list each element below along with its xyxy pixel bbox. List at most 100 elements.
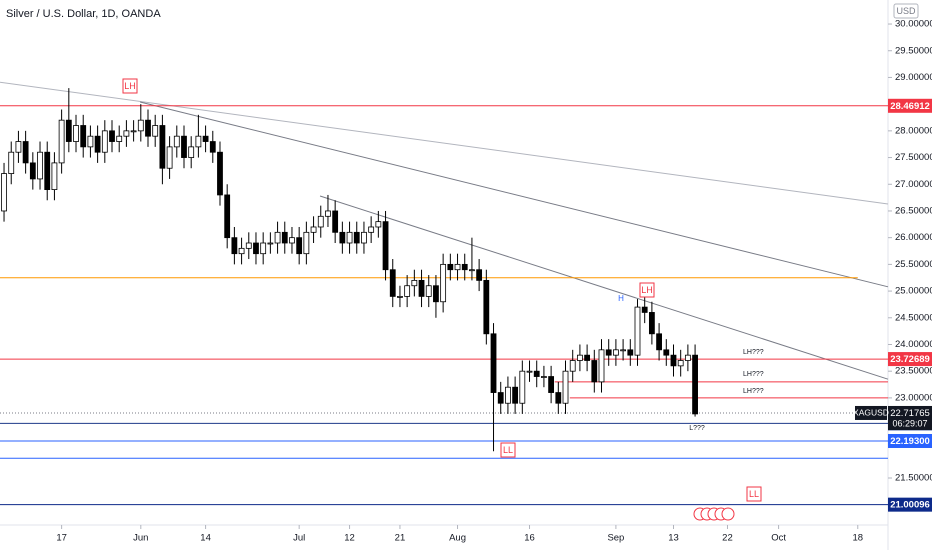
candle-body (389, 269, 396, 297)
candle-body (411, 279, 418, 287)
candle-body (663, 349, 670, 356)
candle-body (346, 231, 353, 244)
annotation: LH??? (743, 371, 764, 378)
candle-body (476, 269, 483, 281)
countdown: 06:29:07 (892, 418, 927, 428)
candle-body (375, 221, 382, 228)
candle-body (555, 392, 562, 404)
candle-body (224, 194, 231, 239)
candle-body (267, 242, 274, 245)
price-badge-label: 28.46912 (890, 101, 930, 112)
x-tick-label: Oct (771, 533, 786, 544)
candle-body (195, 135, 202, 148)
candle-body (260, 242, 267, 255)
candle-body (202, 135, 209, 142)
candle-body (238, 247, 245, 255)
candle-body (461, 263, 468, 271)
last-price-badge (888, 405, 932, 430)
candle-body (123, 130, 130, 137)
candle-body (620, 349, 626, 352)
candle-body (289, 237, 295, 244)
x-tick-label: 18 (852, 533, 863, 544)
candle-body (361, 231, 367, 244)
symbol-badge (855, 405, 887, 420)
x-tick-label: 16 (524, 533, 535, 544)
candle-body (541, 376, 547, 378)
candle-body (447, 263, 454, 271)
candle-body (605, 349, 612, 356)
y-tick-label: 23.00000 (895, 392, 932, 403)
candle-body (152, 125, 159, 137)
candle-body (188, 146, 195, 158)
candle-body (670, 354, 677, 367)
candle-body (217, 151, 223, 196)
y-tick-label: 29.00000 (895, 72, 932, 83)
candle-body (505, 386, 511, 404)
candle-body (166, 146, 173, 169)
chart-title: Silver / U.S. Dollar, 1D, OANDA (6, 8, 161, 20)
annotation: L??? (689, 425, 705, 432)
annotation-box (746, 486, 762, 502)
candle-body (87, 135, 94, 148)
price-badge (888, 433, 932, 448)
x-tick-label: 17 (56, 533, 67, 544)
annotation-box (122, 78, 138, 94)
annotation-box (639, 282, 655, 298)
currency[interactable]: USD (896, 6, 916, 16)
candle-body (648, 312, 655, 335)
y-tick-label: 24.50000 (895, 312, 932, 323)
candle-body (512, 386, 519, 404)
candle-body (469, 269, 475, 272)
candle-body (497, 392, 504, 404)
price-badge (888, 497, 932, 512)
candle-body (684, 354, 691, 361)
event-icons (693, 507, 735, 521)
x-tick-label: Jun (133, 533, 148, 544)
candle-body (454, 263, 461, 271)
y-tick-label: 27.50000 (895, 152, 932, 163)
candle-body (591, 360, 598, 383)
annotation: LH (641, 285, 653, 295)
price-badge-label: 21.00096 (890, 500, 930, 511)
x-tick-label: Sep (607, 533, 624, 544)
candle-body (181, 135, 187, 158)
annotation: LH??? (743, 349, 764, 356)
trendline (0, 81, 889, 205)
candle-body (325, 210, 331, 217)
candle-body (483, 279, 490, 335)
x-tick-label: Aug (449, 533, 466, 544)
candle-body (548, 376, 555, 393)
candle-body (332, 210, 339, 233)
candle-body (634, 306, 641, 356)
candle-body (1, 173, 7, 212)
candle-body (656, 333, 662, 351)
y-tick-label: 30.00000 (895, 19, 932, 30)
event-icon[interactable] (721, 507, 735, 521)
price-badge (888, 352, 932, 367)
y-tick-label: 23.50000 (895, 366, 932, 377)
x-tick-label: 12 (344, 533, 355, 544)
candle-body (612, 349, 619, 356)
candle-body (533, 370, 540, 377)
candle-body (526, 370, 533, 373)
candle-body (584, 354, 591, 361)
candle-body (130, 130, 137, 133)
plot (0, 81, 889, 506)
candle-body (15, 141, 22, 153)
candle-body (65, 119, 72, 142)
currency-box[interactable] (893, 3, 919, 19)
candle-body (382, 221, 389, 271)
candle-body (641, 306, 648, 313)
annotation: LH (124, 81, 136, 91)
candle-body (51, 162, 58, 190)
symbol-label: XAGUSD (853, 408, 889, 418)
y-tick-label: 27.00000 (895, 179, 932, 190)
candle-body (116, 135, 123, 142)
y-tick-label: 29.50000 (895, 45, 932, 56)
candle-body (94, 135, 101, 153)
candle-body (562, 370, 569, 404)
annotation: H (618, 294, 624, 303)
candle-body (274, 231, 281, 244)
y-tick-label: 25.00000 (895, 286, 932, 297)
